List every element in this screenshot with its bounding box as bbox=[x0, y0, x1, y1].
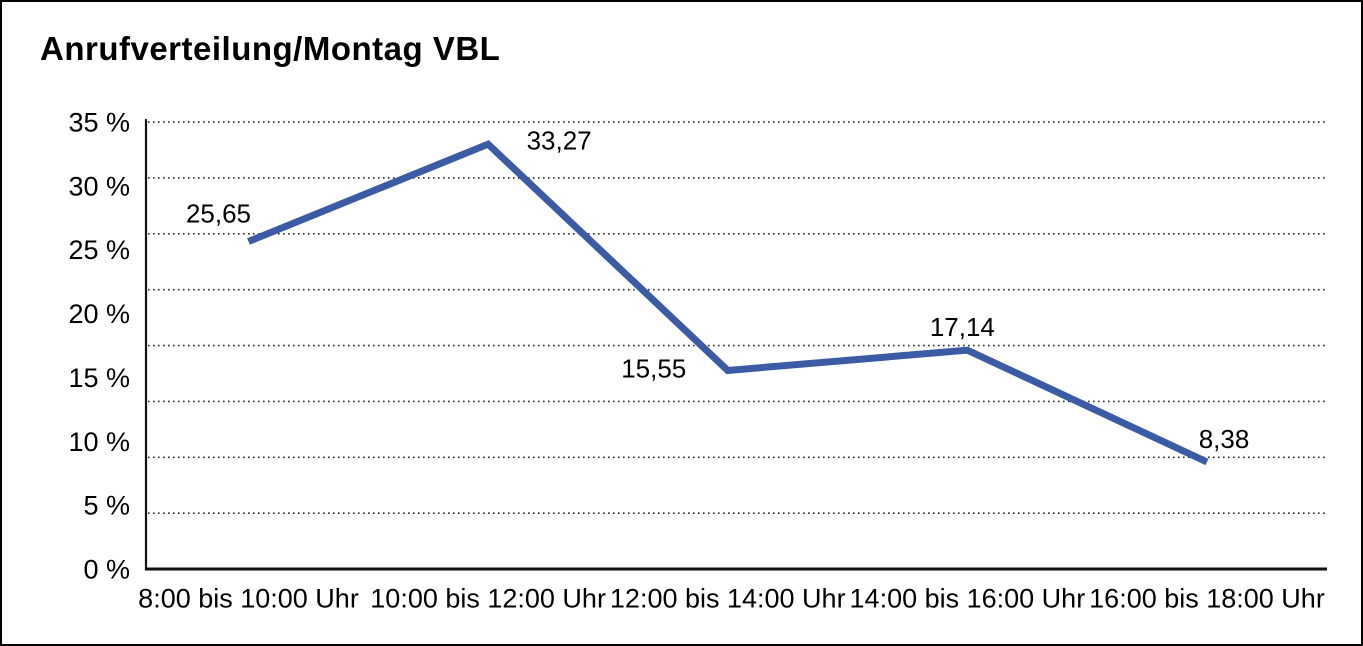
data-point-label: 33,27 bbox=[527, 125, 592, 155]
y-tick-label: 10 % bbox=[68, 427, 130, 457]
y-tick-label: 25 % bbox=[68, 235, 130, 265]
chart-title: Anrufverteilung/Montag VBL bbox=[40, 30, 501, 67]
y-tick-label: 35 % bbox=[68, 108, 130, 138]
x-tick-label: 14:00 bis 16:00 Uhr bbox=[850, 583, 1086, 613]
y-tick-label: 5 % bbox=[83, 491, 130, 521]
y-tick-label: 0 % bbox=[83, 554, 130, 584]
data-line-series bbox=[247, 140, 1209, 466]
y-tick-label: 20 % bbox=[68, 299, 130, 329]
y-tick-label: 30 % bbox=[68, 171, 130, 201]
y-tick-label: 15 % bbox=[68, 363, 130, 393]
data-point-label: 8,38 bbox=[1199, 424, 1250, 454]
data-point-label: 15,55 bbox=[621, 354, 686, 384]
x-tick-label: 10:00 bis 12:00 Uhr bbox=[370, 583, 606, 613]
x-tick-label: 16:00 bis 18:00 Uhr bbox=[1089, 583, 1325, 613]
x-tick-label: 12:00 bis 14:00 Uhr bbox=[610, 583, 846, 613]
data-point-label: 17,14 bbox=[930, 312, 995, 342]
data-point-label: 25,65 bbox=[186, 199, 251, 229]
x-tick-label: 8:00 bis 10:00 Uhr bbox=[138, 583, 359, 613]
